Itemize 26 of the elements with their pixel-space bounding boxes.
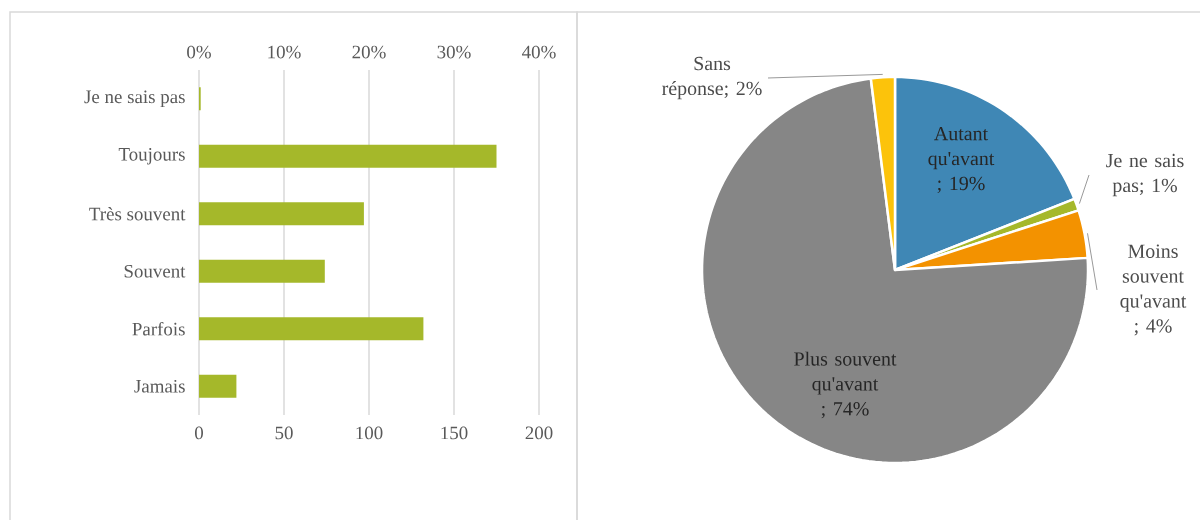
- y-tick-label: Je ne sais pas: [84, 90, 185, 108]
- slice-label: Je ne sais pas; 1%: [1106, 153, 1184, 197]
- x2-tick-label: 10%: [268, 45, 301, 59]
- x2-tick-label: 0%: [187, 45, 211, 59]
- slice-label: Moins souvent qu'avant ; 4%: [1120, 244, 1187, 336]
- x2-tick-label: 20%: [352, 45, 386, 59]
- bar: [199, 374, 237, 398]
- bar: [199, 144, 497, 168]
- x-tick-label: 150: [441, 426, 468, 440]
- x2-tick-label: 30%: [437, 45, 471, 59]
- y-tick-label: Très souvent: [89, 207, 186, 221]
- x-tick-label: 100: [356, 426, 383, 440]
- y-tick-label: Souvent: [124, 264, 186, 278]
- y-tick-label: Jamais: [134, 379, 185, 393]
- x-tick-label: 0: [194, 426, 203, 440]
- x-tick-label: 200: [525, 426, 553, 440]
- slice-label: Autant qu'avant ; 19%: [928, 126, 995, 194]
- bar: [199, 259, 325, 283]
- y-tick-label: Toujours: [118, 147, 185, 165]
- slice-label: Plus souvent qu'avant ; 74%: [794, 351, 897, 419]
- slice-label: Sans réponse; 2%: [662, 56, 762, 100]
- bar: [199, 317, 424, 341]
- bar: [199, 202, 364, 226]
- x2-tick-label: 40%: [522, 45, 556, 59]
- x-tick-label: 50: [275, 426, 293, 440]
- y-tick-label: Parfois: [132, 322, 185, 336]
